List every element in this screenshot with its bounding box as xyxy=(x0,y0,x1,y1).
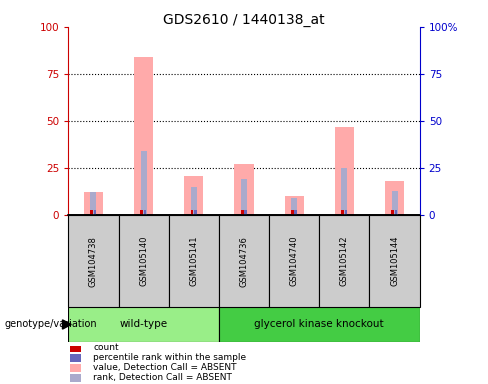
Bar xyxy=(194,210,197,215)
Bar xyxy=(341,210,344,215)
Bar xyxy=(369,215,420,307)
Text: wild-type: wild-type xyxy=(120,319,168,329)
Bar xyxy=(70,354,81,362)
Bar xyxy=(345,210,347,215)
Text: GSM105142: GSM105142 xyxy=(340,236,349,286)
Bar xyxy=(269,215,319,307)
Bar xyxy=(234,164,254,215)
Text: rank, Detection Call = ABSENT: rank, Detection Call = ABSENT xyxy=(93,373,232,382)
Bar xyxy=(342,168,347,215)
Bar xyxy=(294,210,297,215)
Bar xyxy=(141,210,143,215)
Bar xyxy=(94,210,96,215)
Text: percentile rank within the sample: percentile rank within the sample xyxy=(93,353,246,362)
Bar xyxy=(285,196,304,215)
Bar xyxy=(291,198,297,215)
Polygon shape xyxy=(62,320,71,329)
Bar xyxy=(141,151,146,215)
Bar xyxy=(391,190,398,215)
Bar xyxy=(219,307,420,342)
Text: genotype/variation: genotype/variation xyxy=(5,319,98,329)
Bar xyxy=(84,192,103,215)
Bar xyxy=(184,175,203,215)
Bar xyxy=(191,187,197,215)
Text: glycerol kinase knockout: glycerol kinase knockout xyxy=(254,319,384,329)
Bar xyxy=(219,215,269,307)
Bar xyxy=(241,210,244,215)
Bar xyxy=(319,215,369,307)
Bar xyxy=(70,374,81,382)
Bar xyxy=(90,210,93,215)
Bar xyxy=(134,57,153,215)
Text: count: count xyxy=(93,343,119,353)
Bar xyxy=(68,215,119,307)
Bar xyxy=(291,210,294,215)
Bar xyxy=(335,127,354,215)
Text: GSM104736: GSM104736 xyxy=(240,236,248,286)
Bar xyxy=(385,181,404,215)
Text: GSM105144: GSM105144 xyxy=(390,236,399,286)
Text: value, Detection Call = ABSENT: value, Detection Call = ABSENT xyxy=(93,363,237,372)
Bar xyxy=(244,210,247,215)
Bar xyxy=(144,210,146,215)
Bar xyxy=(90,192,97,215)
Bar xyxy=(169,215,219,307)
Bar xyxy=(241,179,247,215)
Bar xyxy=(68,307,219,342)
Bar xyxy=(391,210,394,215)
Bar xyxy=(395,210,397,215)
Text: GSM104738: GSM104738 xyxy=(89,236,98,286)
Bar xyxy=(119,215,169,307)
Text: GDS2610 / 1440138_at: GDS2610 / 1440138_at xyxy=(163,13,325,27)
Bar xyxy=(191,210,193,215)
Text: GSM105140: GSM105140 xyxy=(139,236,148,286)
Bar xyxy=(70,344,81,352)
Bar xyxy=(70,364,81,372)
Text: GSM104740: GSM104740 xyxy=(290,236,299,286)
Text: GSM105141: GSM105141 xyxy=(189,236,198,286)
